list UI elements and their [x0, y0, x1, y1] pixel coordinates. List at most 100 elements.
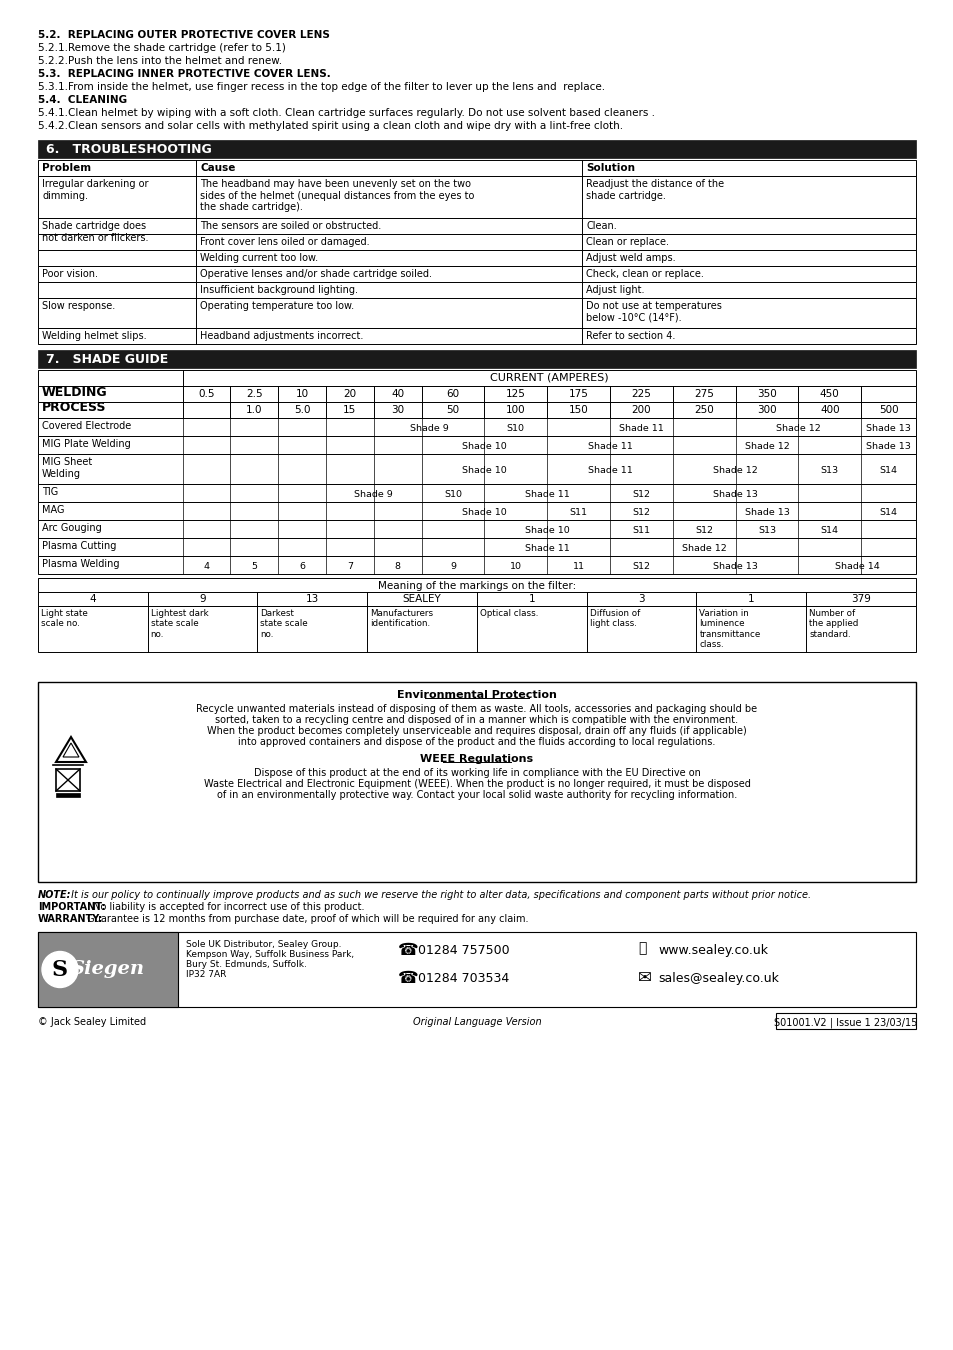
Text: 7.   SHADE GUIDE: 7. SHADE GUIDE: [46, 352, 168, 366]
Bar: [38, 682, 915, 882]
Text: 300: 300: [757, 405, 776, 414]
Text: Meaning of the markings on the filter:: Meaning of the markings on the filter:: [377, 580, 576, 591]
Text: 5.3.  REPLACING INNER PROTECTIVE COVER LENS.: 5.3. REPLACING INNER PROTECTIVE COVER LE…: [38, 69, 331, 80]
Bar: [38, 234, 915, 250]
Bar: [38, 176, 915, 217]
Text: 5.2.2.Push the lens into the helmet and renew.: 5.2.2.Push the lens into the helmet and …: [38, 55, 282, 66]
Text: S12: S12: [695, 526, 713, 535]
Text: S01001.V2 | Issue 1 23/03/15: S01001.V2 | Issue 1 23/03/15: [774, 1018, 917, 1029]
Text: Recycle unwanted materials instead of disposing of them as waste. All tools, acc: Recycle unwanted materials instead of di…: [196, 703, 757, 714]
Text: 200: 200: [631, 405, 651, 414]
Bar: [38, 266, 915, 282]
Bar: [38, 539, 915, 556]
Text: S11: S11: [569, 508, 587, 517]
Text: Insufficient background lighting.: Insufficient background lighting.: [200, 285, 357, 296]
Text: 3: 3: [638, 594, 644, 603]
Text: S12: S12: [632, 508, 650, 517]
Text: 5.2.  REPLACING OUTER PROTECTIVE COVER LENS: 5.2. REPLACING OUTER PROTECTIVE COVER LE…: [38, 30, 330, 40]
Text: Shade 11: Shade 11: [587, 441, 632, 451]
Text: WELDING
PROCESS: WELDING PROCESS: [42, 386, 108, 414]
Text: S10: S10: [443, 490, 461, 500]
Bar: [56, 792, 80, 796]
Text: Irregular darkening or
dimming.: Irregular darkening or dimming.: [42, 180, 149, 201]
Text: 10: 10: [509, 562, 521, 571]
Text: Waste Electrical and Electronic Equipment (WEEE). When the product is no longer : Waste Electrical and Electronic Equipmen…: [203, 779, 750, 788]
Text: of in an environmentally protective way. Contact your local solid waste authorit: of in an environmentally protective way.…: [216, 790, 737, 801]
Text: NOTE:: NOTE:: [38, 890, 71, 900]
Text: IP32 7AR: IP32 7AR: [186, 971, 226, 979]
Text: Arc Gouging: Arc Gouging: [42, 522, 102, 533]
Text: Shade 10: Shade 10: [461, 466, 506, 475]
Bar: [38, 161, 915, 176]
Bar: [38, 386, 915, 402]
Text: Shade 13: Shade 13: [865, 424, 910, 433]
Text: Front cover lens oiled or damaged.: Front cover lens oiled or damaged.: [200, 238, 369, 247]
Text: Check, clean or replace.: Check, clean or replace.: [586, 269, 703, 279]
Text: 450: 450: [819, 389, 839, 400]
Text: WARRANTY:: WARRANTY:: [38, 914, 103, 923]
Text: Shade 11: Shade 11: [524, 544, 569, 554]
Text: 5.0: 5.0: [294, 405, 310, 414]
Text: When the product becomes completely unserviceable and requires disposal, drain o: When the product becomes completely unse…: [207, 726, 746, 736]
Text: sales@sealey.co.uk: sales@sealey.co.uk: [658, 972, 778, 986]
Text: S13: S13: [820, 466, 838, 475]
Text: Poor vision.: Poor vision.: [42, 269, 98, 279]
Text: S14: S14: [879, 466, 897, 475]
Bar: [38, 520, 915, 539]
Text: S14: S14: [879, 508, 897, 517]
Bar: [38, 402, 915, 418]
Text: 1: 1: [528, 594, 535, 603]
Circle shape: [42, 952, 78, 987]
Text: S: S: [51, 958, 68, 980]
Bar: [38, 931, 178, 1007]
Text: Slow response.: Slow response.: [42, 301, 115, 310]
Text: TIG: TIG: [42, 487, 58, 497]
Text: Sole UK Distributor, Sealey Group.: Sole UK Distributor, Sealey Group.: [186, 940, 341, 949]
Bar: [38, 578, 915, 593]
Text: Plasma Welding: Plasma Welding: [42, 559, 119, 568]
Text: 5.4.2.Clean sensors and solar cells with methylated spirit using a clean cloth a: 5.4.2.Clean sensors and solar cells with…: [38, 122, 622, 131]
Text: 30: 30: [391, 405, 404, 414]
Text: Shade 11: Shade 11: [524, 490, 569, 500]
Text: MAG: MAG: [42, 505, 65, 514]
Text: S14: S14: [820, 526, 838, 535]
Text: Dispose of this product at the end of its working life in compliance with the EU: Dispose of this product at the end of it…: [253, 768, 700, 778]
Text: Plasma Cutting: Plasma Cutting: [42, 541, 116, 551]
Text: Problem: Problem: [42, 163, 91, 173]
Text: Readjust the distance of the
shade cartridge.: Readjust the distance of the shade cartr…: [586, 180, 723, 201]
Text: Shade 10: Shade 10: [461, 508, 506, 517]
Text: 9: 9: [450, 562, 456, 571]
Bar: [38, 606, 915, 652]
Text: 5.3.1.From inside the helmet, use finger recess in the top edge of the filter to: 5.3.1.From inside the helmet, use finger…: [38, 82, 604, 92]
Text: Welding helmet slips.: Welding helmet slips.: [42, 331, 147, 342]
Text: Shade 12: Shade 12: [713, 466, 758, 475]
Bar: [38, 454, 915, 485]
Bar: [38, 418, 915, 436]
Text: Original Language Version: Original Language Version: [413, 1017, 540, 1027]
Bar: [38, 350, 915, 369]
Text: 6: 6: [299, 562, 305, 571]
Text: No liability is accepted for incorrect use of this product.: No liability is accepted for incorrect u…: [90, 902, 364, 913]
Text: Darkest
state scale
no.: Darkest state scale no.: [260, 609, 308, 639]
Bar: [38, 328, 915, 344]
Text: Shade 13: Shade 13: [743, 508, 789, 517]
Bar: [56, 769, 80, 791]
Text: ☎: ☎: [397, 969, 418, 987]
Text: 13: 13: [305, 594, 318, 603]
Text: 500: 500: [878, 405, 898, 414]
Text: 11: 11: [572, 562, 584, 571]
Text: Shade 9: Shade 9: [355, 490, 393, 500]
Text: 5.4.  CLEANING: 5.4. CLEANING: [38, 95, 127, 105]
Text: Shade 13: Shade 13: [865, 441, 910, 451]
Bar: [38, 931, 915, 1007]
Text: Bury St. Edmunds, Suffolk.: Bury St. Edmunds, Suffolk.: [186, 960, 307, 969]
Text: Operative lenses and/or shade cartridge soiled.: Operative lenses and/or shade cartridge …: [200, 269, 432, 279]
Text: Operating temperature too low.: Operating temperature too low.: [200, 301, 354, 310]
Text: 125: 125: [505, 389, 525, 400]
Text: 50: 50: [446, 405, 459, 414]
Text: Environmental Protection: Environmental Protection: [396, 690, 557, 701]
Text: 350: 350: [757, 389, 776, 400]
Text: Shade 9: Shade 9: [410, 424, 448, 433]
Text: 400: 400: [820, 405, 839, 414]
Bar: [38, 485, 915, 502]
